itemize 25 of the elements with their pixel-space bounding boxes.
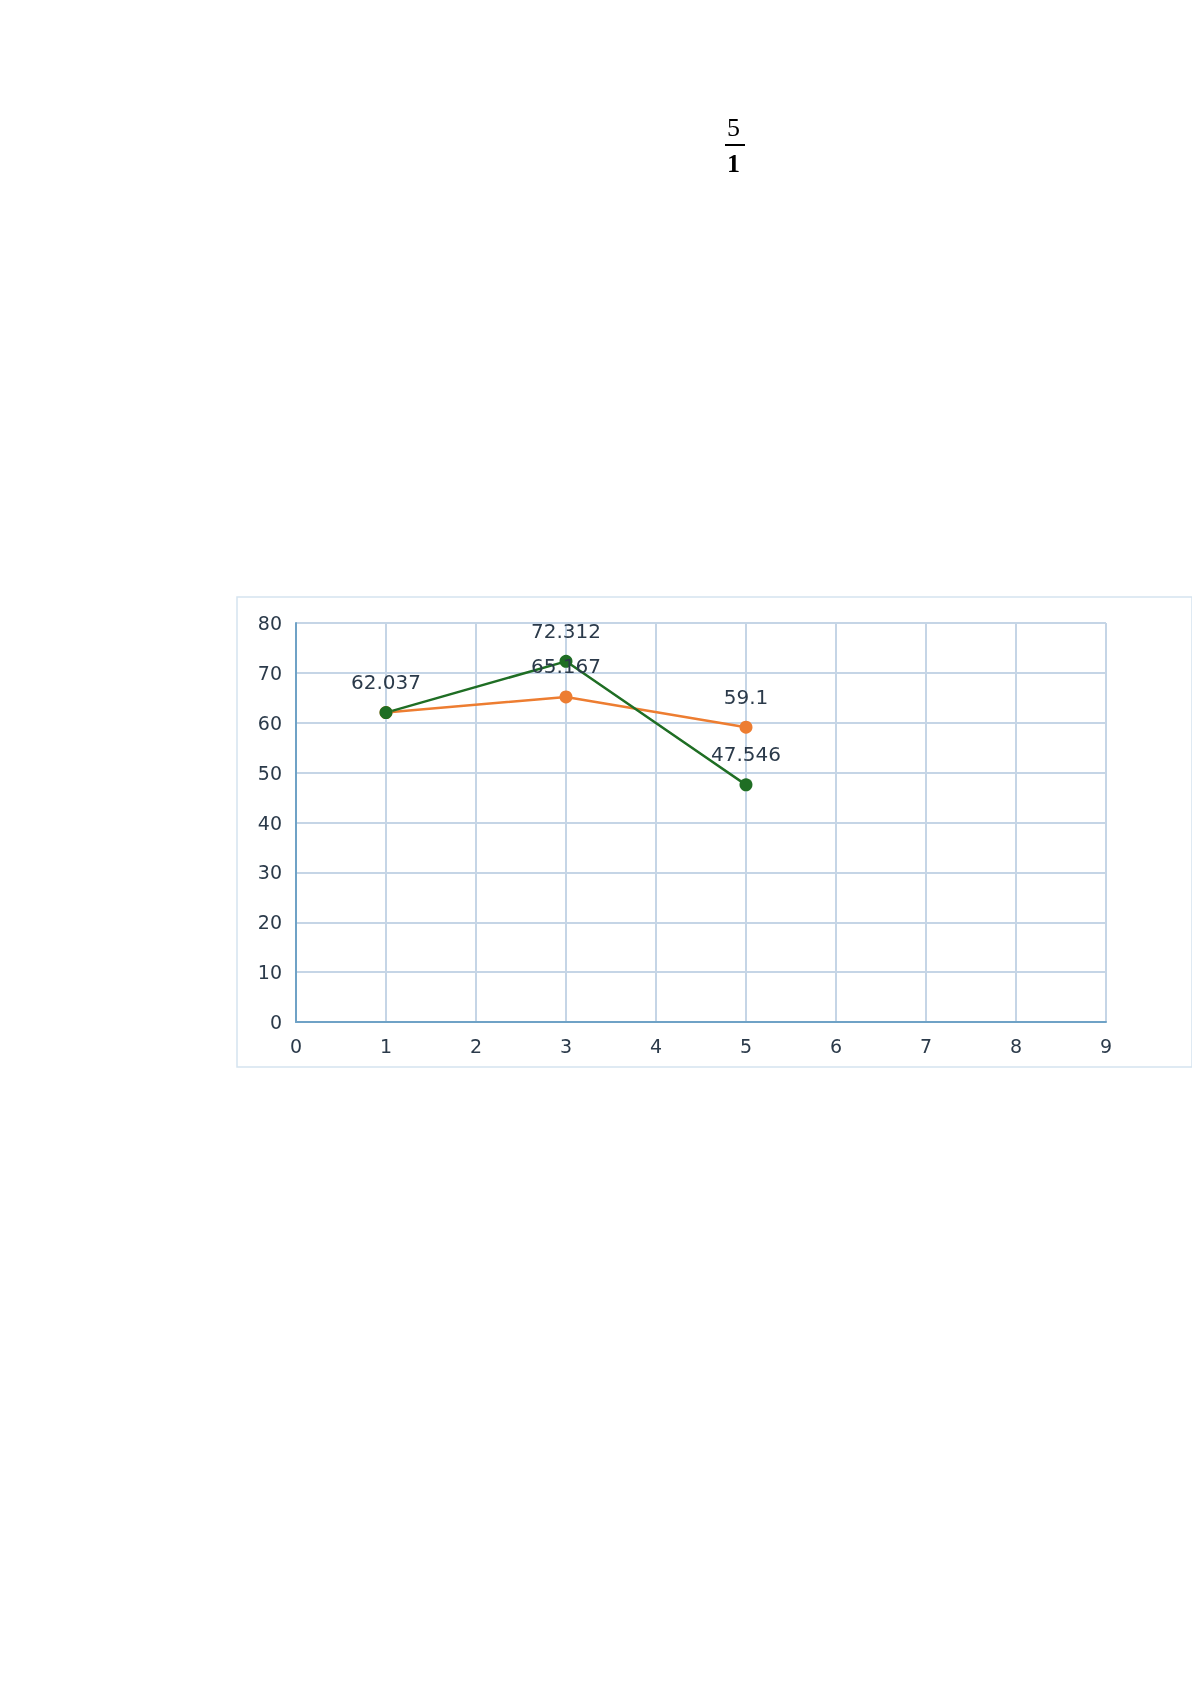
x-tick-label: 7 — [919, 1034, 933, 1057]
x-tick-label: 2 — [469, 1034, 483, 1057]
y-tick-label: 10 — [257, 961, 282, 984]
x-tick-label: 1 — [379, 1034, 393, 1057]
y-tick-label: 20 — [257, 911, 282, 934]
data-label: 59.1 — [723, 684, 769, 709]
y-tick-label: 50 — [257, 761, 282, 784]
y-tick-label: 40 — [257, 811, 282, 834]
text: 5 — [727, 112, 740, 142]
y-tick-label: 60 — [257, 711, 282, 734]
text: 1 — [727, 148, 740, 178]
y-tick-label: 70 — [257, 661, 282, 684]
y-tick-label: 80 — [257, 612, 282, 634]
y-tick-label: 0 — [269, 1011, 282, 1033]
x-tick-label: 3 — [559, 1034, 573, 1057]
data-label: 62.037 — [351, 670, 421, 695]
data-label: 47.546 — [711, 742, 781, 767]
y-tick-label: 30 — [257, 861, 282, 884]
x-tick-label: 5 — [739, 1034, 753, 1057]
x-tick-label: 9 — [1099, 1034, 1113, 1057]
x-tick-label: 0 — [289, 1034, 303, 1057]
x-tick-label: 4 — [649, 1034, 663, 1057]
data-label: 72.312 — [531, 618, 601, 643]
x-tick-label: 8 — [1009, 1034, 1023, 1057]
x-tick-label: 6 — [829, 1034, 843, 1057]
